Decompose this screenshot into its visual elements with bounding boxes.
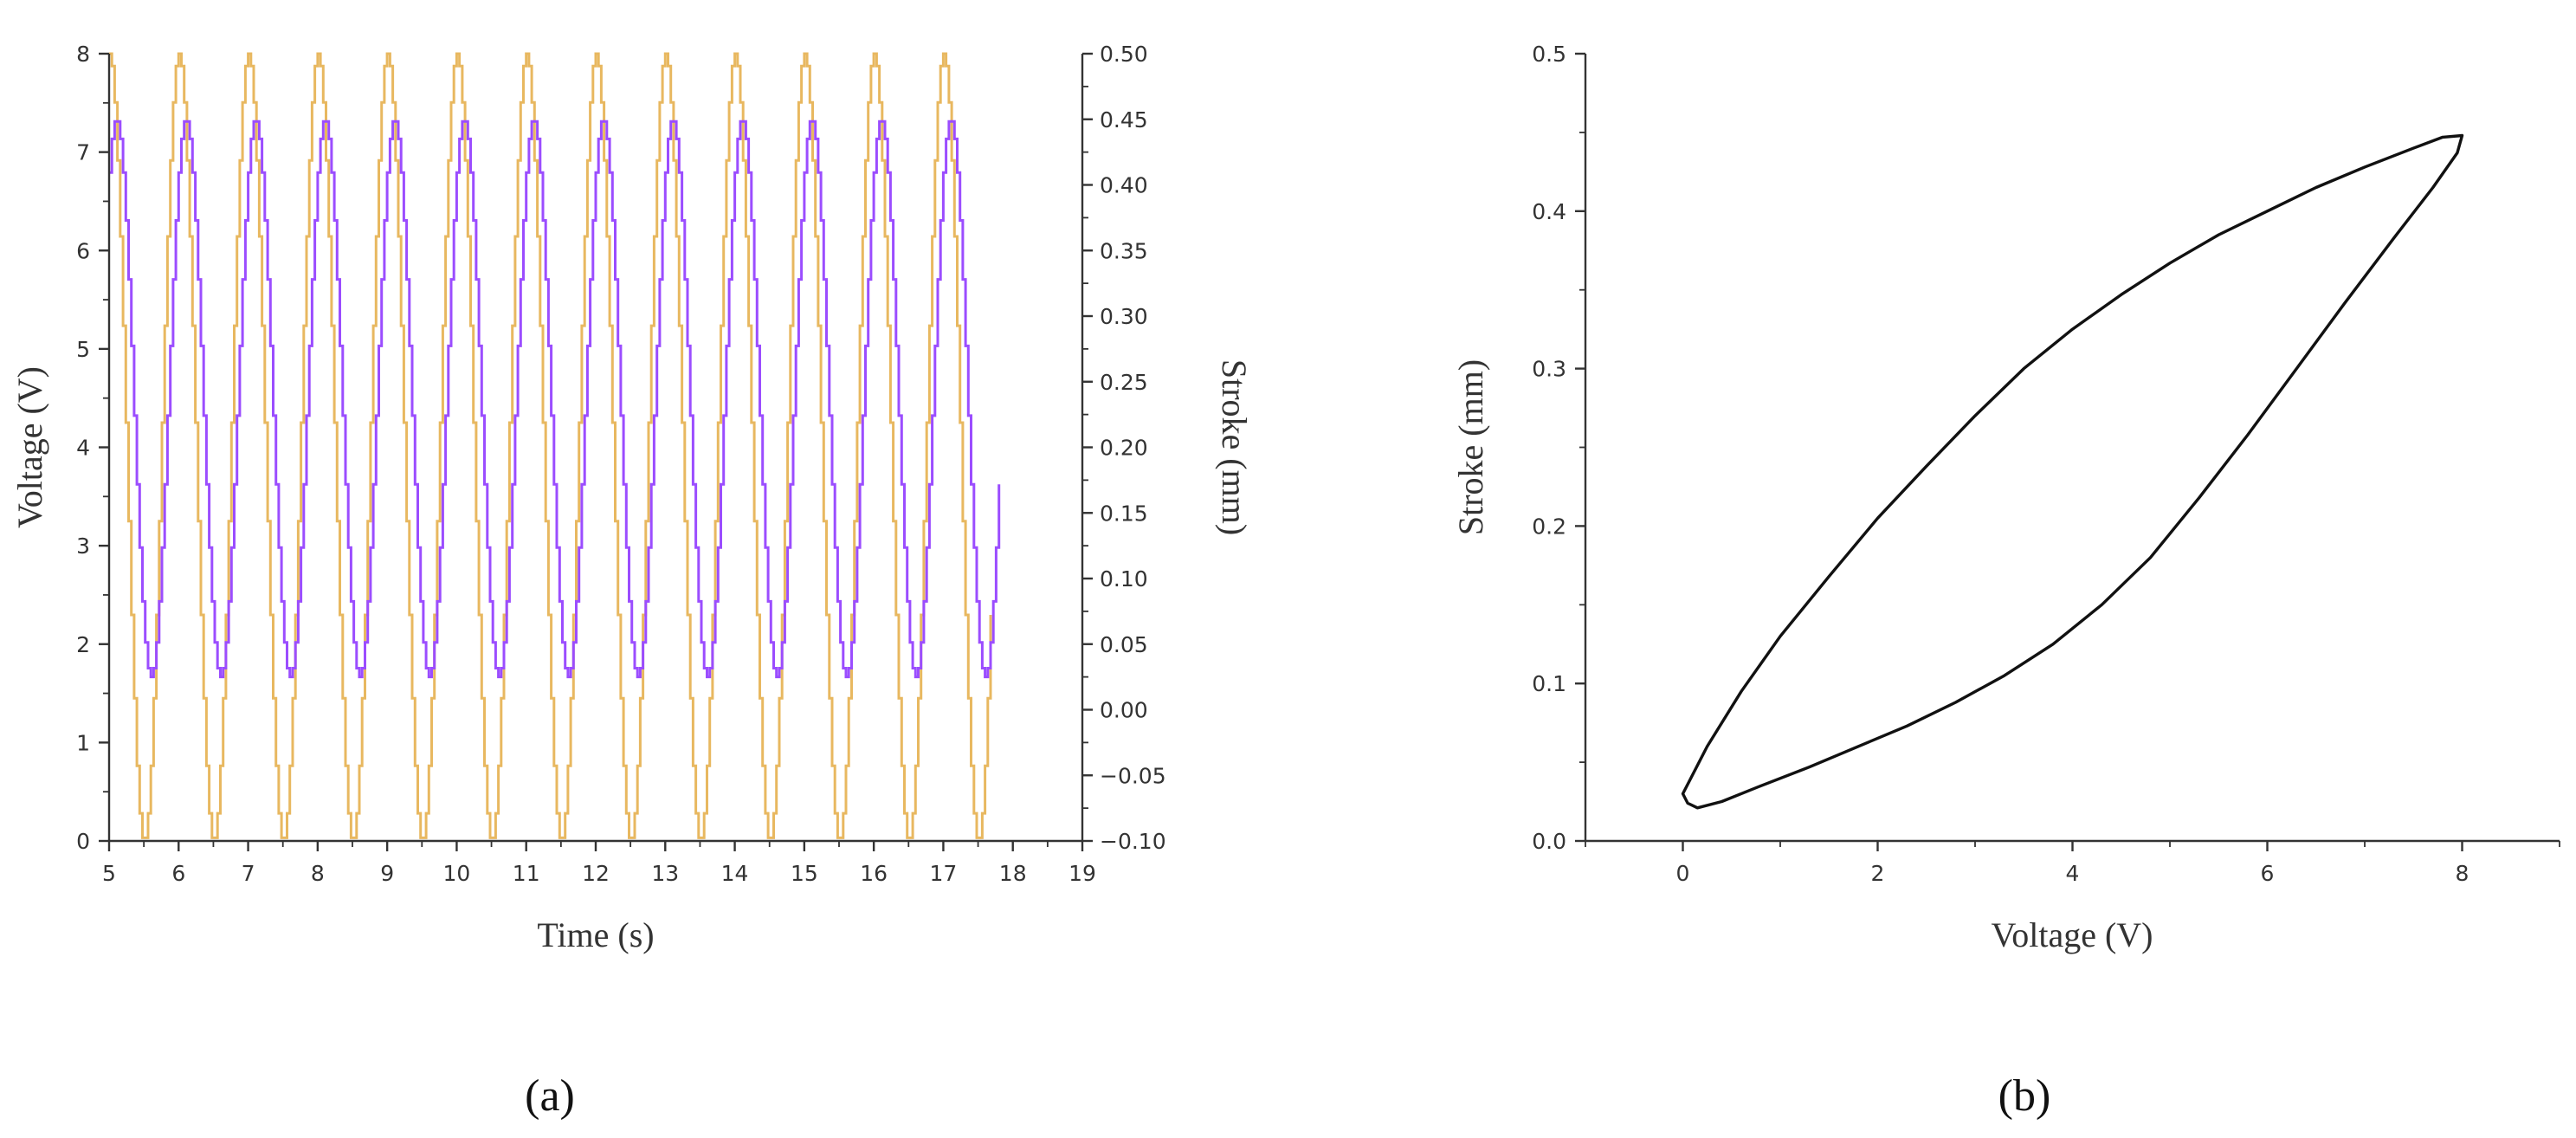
x-tick-label: 14: [721, 861, 749, 886]
hysteresis-loop-line: [1681, 133, 2464, 810]
right-y-tick-label: −0.10: [1100, 829, 1166, 854]
left-y-tick-label: 4: [76, 436, 90, 461]
left-y-tick-label: 8: [76, 42, 90, 67]
x-tick-label: 8: [311, 861, 325, 886]
left-y-tick-label: 0: [76, 829, 90, 854]
right-y-tick-label: 0.20: [1100, 436, 1148, 461]
y-tick-label: 0.3: [1532, 357, 1566, 382]
right-y-tick-label: 0.45: [1100, 107, 1148, 133]
left-y-tick-label: 6: [76, 238, 90, 263]
x-tick-label: 13: [651, 861, 679, 886]
right-y-tick-label: 0.15: [1100, 501, 1148, 526]
x-tick-label: 4: [2066, 861, 2080, 886]
x-tick-label: 17: [930, 861, 958, 886]
right-y-tick-label: 0.40: [1100, 173, 1148, 198]
left-y-tick-label: 3: [76, 533, 90, 559]
chart-b-y-axis-label: Stroke (mm): [1451, 359, 1490, 535]
left-y-tick-label: 2: [76, 632, 90, 657]
right-y-tick-label: 0.50: [1100, 42, 1148, 67]
chart-a-x-axis-label: Time (s): [537, 915, 654, 954]
chart-a-plot-area: [109, 52, 1001, 839]
right-y-tick-label: 0.30: [1100, 304, 1148, 329]
voltage-series-line: [109, 52, 992, 839]
chart-b-axes: 0 2 4 6 8 0.0 0.1 0.2 0.3 0.4 0.5: [1532, 42, 2560, 886]
right-y-tick-label: 0.00: [1100, 698, 1148, 723]
x-tick-label: 10: [443, 861, 471, 886]
left-y-tick-label: 5: [76, 337, 90, 362]
x-tick-label: 18: [999, 861, 1027, 886]
y-tick-label: 0.1: [1532, 671, 1566, 696]
x-tick-label: 19: [1068, 861, 1096, 886]
y-tick-label: 0.2: [1532, 514, 1566, 539]
x-tick-label: 6: [171, 861, 185, 886]
left-y-tick-label: 7: [76, 140, 90, 165]
right-y-tick-label: 0.10: [1100, 566, 1148, 592]
x-tick-label: 9: [380, 861, 394, 886]
x-tick-label: 8: [2456, 861, 2469, 886]
x-tick-label: 15: [791, 861, 818, 886]
chart-b: 0 2 4 6 8 0.0 0.1 0.2 0.3 0.4 0.5 Voltage (V) Stro…: [1451, 42, 2560, 1121]
x-tick-label: 2: [1871, 861, 1885, 886]
left-y-tick-label: 1: [76, 730, 90, 755]
y-tick-label: 0.5: [1532, 42, 1566, 67]
chart-b-plot-area: [1681, 133, 2464, 810]
right-y-tick-label: −0.05: [1100, 763, 1166, 788]
y-tick-label: 0.0: [1532, 829, 1566, 854]
chart-a-left-y-axis-label: Voltage (V): [10, 366, 49, 528]
chart-a-axes: 5 6 7 8 9 10 11 12 13 14 15 16 17 18 19012345678−0.10−…: [76, 42, 1166, 886]
right-y-tick-label: 0.25: [1100, 370, 1148, 395]
x-tick-label: 6: [2261, 861, 2275, 886]
stroke-series-line: [109, 120, 1001, 679]
chart-a: 5 6 7 8 9 10 11 12 13 14 15 16 17 18 19012345678−0.10−…: [10, 42, 1254, 1121]
x-tick-label: 0: [1676, 861, 1690, 886]
right-y-tick-label: 0.05: [1100, 632, 1148, 657]
x-tick-label: 5: [102, 861, 116, 886]
x-tick-label: 12: [582, 861, 610, 886]
chart-a-panel-label: (a): [525, 1071, 575, 1121]
chart-a-right-y-axis-label: Stroke (mm): [1215, 359, 1254, 535]
x-tick-label: 16: [860, 861, 888, 886]
right-y-tick-label: 0.35: [1100, 238, 1148, 263]
y-tick-label: 0.4: [1532, 199, 1566, 224]
x-tick-label: 7: [242, 861, 255, 886]
chart-b-panel-label: (b): [1998, 1071, 2051, 1121]
chart-b-x-axis-label: Voltage (V): [1992, 915, 2153, 954]
x-tick-label: 11: [513, 861, 540, 886]
